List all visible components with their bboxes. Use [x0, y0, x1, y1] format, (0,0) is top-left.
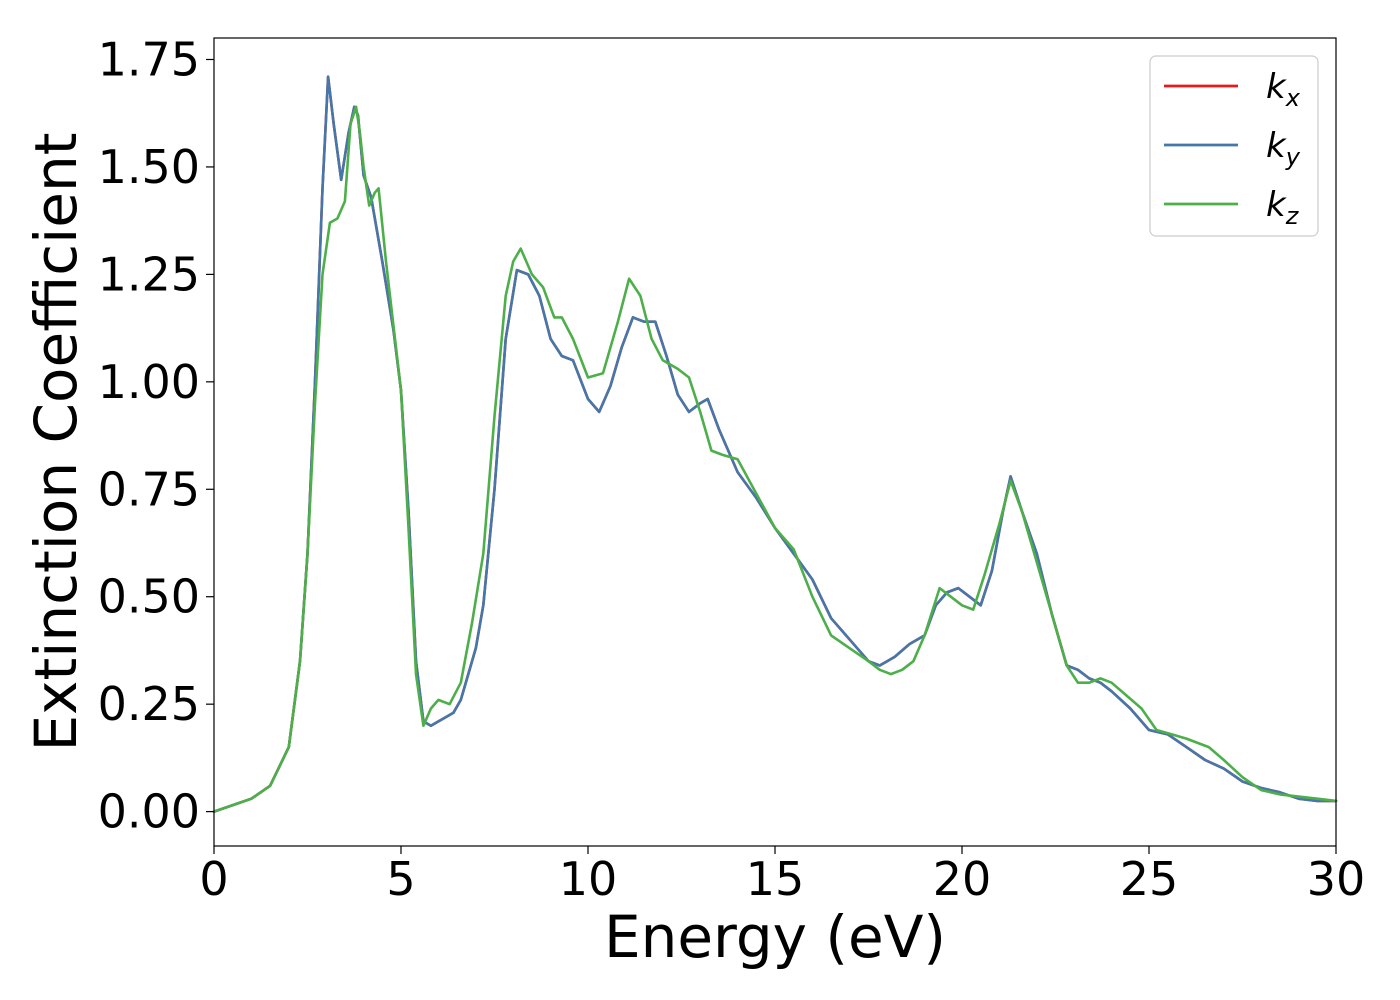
x-tick-label: 20: [933, 852, 992, 906]
x-tick-label: 0: [199, 852, 228, 906]
x-tick-label: 5: [386, 852, 415, 906]
x-tick-label: 30: [1307, 852, 1366, 906]
y-tick-label: 1.75: [98, 32, 200, 86]
y-axis-title: Extinction Coefficient: [22, 133, 90, 752]
series-line-z: [212, 105, 1338, 813]
legend-label-z: kz: [1266, 185, 1300, 230]
x-axis-title: Energy (eV): [604, 903, 946, 971]
y-tick-label: 1.25: [98, 247, 200, 301]
legend: kx ky kz: [1149, 55, 1319, 237]
x-tick-label: 10: [559, 852, 618, 906]
plot-lines: [212, 75, 1338, 813]
y-tick-label: 1.50: [98, 140, 200, 194]
y-tick-label: 0.00: [98, 785, 200, 839]
legend-label-x: kx: [1266, 67, 1301, 112]
x-axis: 0 5 10 15 20 25 30: [199, 846, 1365, 906]
y-tick-label: 0.25: [98, 677, 200, 731]
y-tick-label: 0.75: [98, 462, 200, 516]
series-line-y: [212, 75, 1338, 813]
y-axis: 0.00 0.25 0.50 0.75 1.00 1.25 1.50 1.75: [98, 32, 214, 839]
legend-label-y: ky: [1266, 126, 1301, 171]
y-tick-label: 0.50: [98, 570, 200, 624]
y-tick-label: 1.00: [98, 355, 200, 409]
x-tick-label: 15: [746, 852, 805, 906]
x-tick-label: 25: [1120, 852, 1179, 906]
